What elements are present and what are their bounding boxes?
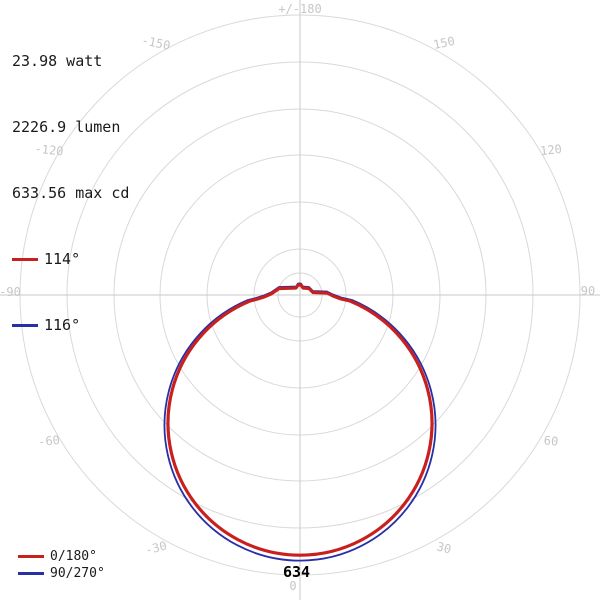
- beam-angle-c0-label: 114°: [44, 250, 81, 268]
- blue-line-swatch: [18, 572, 44, 575]
- plane-legend-item-c90: 90/270°: [18, 565, 105, 582]
- angle-label-neg-90: -90: [0, 285, 21, 299]
- angle-label-pos-60: 60: [543, 433, 559, 449]
- beam-angle-legend-item-c0: 114°: [12, 248, 129, 270]
- plane-c0-label: 0/180°: [50, 549, 97, 564]
- plane-c90-label: 90/270°: [50, 566, 105, 581]
- blue-line-swatch: [12, 323, 38, 327]
- beam-angle-legend-item-c90: 116°: [12, 314, 129, 336]
- red-line-swatch: [12, 257, 38, 261]
- power-value: 23.98 watt: [12, 52, 103, 70]
- max-cd-ring-label: 634: [283, 563, 311, 581]
- beam-angle-c90-label: 116°: [44, 316, 81, 334]
- plane-legend-item-c0: 0/180°: [18, 548, 105, 565]
- angle-label-neg-120: -120: [33, 141, 65, 159]
- flux-value: 2226.9 lumen: [12, 118, 121, 136]
- max-cd-value: 633.56 max cd: [12, 184, 130, 202]
- c-plane-legend: 0/180° 90/270°: [18, 548, 105, 582]
- red-line-swatch: [18, 555, 44, 558]
- angle-label-zero: 0: [289, 579, 297, 593]
- angle-label-pm180: +/-180: [278, 2, 322, 16]
- angle-label-pos-120: 120: [539, 141, 563, 159]
- measurement-info: 23.98 watt 2226.9 lumen 633.56 max cd 11…: [12, 6, 129, 380]
- angle-label-neg-60: -60: [37, 432, 61, 450]
- curve-c90-270: [163, 282, 437, 562]
- curve-c0-180: [166, 283, 434, 557]
- angle-label-pos-90: 90: [580, 284, 596, 298]
